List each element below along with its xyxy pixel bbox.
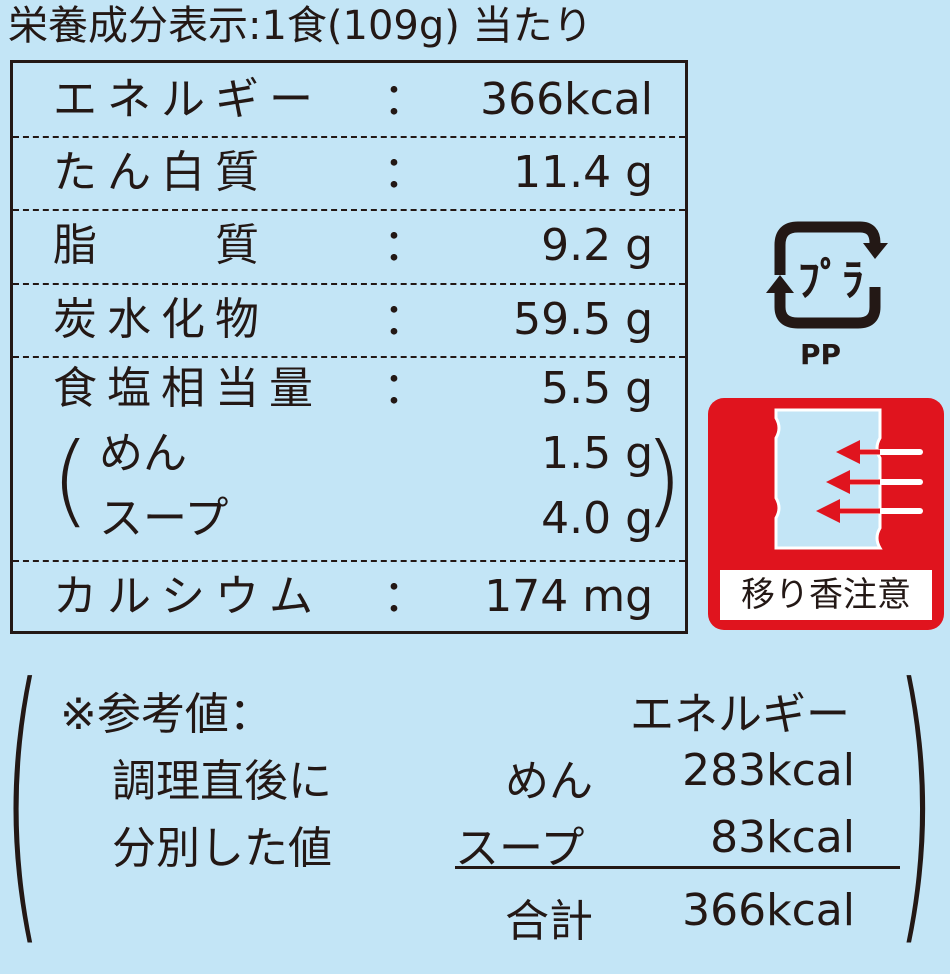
row-value: 9.2 g xyxy=(541,220,653,271)
colon: ： xyxy=(383,220,427,271)
row-carbohydrate: 炭水化物 ： 59.5 g xyxy=(13,283,685,358)
ref-close-paren: ) xyxy=(895,625,936,974)
colon: ： xyxy=(383,571,427,622)
row-energy: エネルギー ： 366kcal xyxy=(13,63,685,138)
recycle-label: PP xyxy=(800,338,842,371)
colon: ： xyxy=(383,74,427,125)
colon: ： xyxy=(383,294,427,345)
warning-label: 移り香注意 xyxy=(720,570,932,620)
ref-item-value: 83kcal xyxy=(710,812,855,863)
pla-recycle-icon: ﾌﾟﾗ xyxy=(766,221,888,329)
row-value: 174 mg xyxy=(484,571,653,622)
ref-note-1: ※参考値： xyxy=(60,689,273,740)
row-fat: 脂 質 ： 9.2 g xyxy=(13,209,685,285)
row-value: 366kcal xyxy=(480,74,653,125)
ref-open-paren: ( xyxy=(2,625,43,974)
row-protein: たん白質 ： 11.4 g xyxy=(13,136,685,211)
ref-note-3: 分別した値 xyxy=(112,823,332,874)
colon: ： xyxy=(383,147,427,198)
row-label: めん xyxy=(99,428,187,479)
row-label: たん白質 xyxy=(53,147,269,198)
svg-text:ﾌﾟﾗ: ﾌﾟﾗ xyxy=(798,255,864,306)
row-calcium: カルシウム ： 174 mg xyxy=(13,562,685,631)
close-paren: ) xyxy=(643,421,683,538)
ref-item-label: スープ xyxy=(455,823,585,874)
row-label: 炭水化物 xyxy=(53,294,269,345)
nutrition-table: エネルギー ： 366kcal たん白質 ： 11.4 g 脂 質 ： 9.2 … xyxy=(10,60,688,634)
row-value: 59.5 g xyxy=(513,294,653,345)
row-value: 4.0 g xyxy=(541,493,653,544)
ref-total-value: 366kcal xyxy=(682,885,855,936)
colon: ： xyxy=(383,363,427,414)
package-arrows-icon xyxy=(774,408,923,550)
row-salt: 食塩相当量 ： 5.5 g ( ) めん 1.5 g スープ 4.0 g xyxy=(13,356,685,562)
row-value: 1.5 g xyxy=(541,428,653,479)
row-label: カルシウム xyxy=(53,571,323,622)
row-label: 脂 質 xyxy=(53,220,269,271)
ref-note-2: 調理直後に xyxy=(112,756,332,807)
ref-item-label: めん xyxy=(505,756,593,807)
nutrition-title: 栄養成分表示:1食(109g) 当たり xyxy=(8,3,593,49)
row-label: エネルギー xyxy=(53,74,323,125)
ref-total-label: 合計 xyxy=(505,896,593,947)
row-value: 5.5 g xyxy=(541,363,653,414)
row-value: 11.4 g xyxy=(513,147,653,198)
ref-divider xyxy=(455,866,900,869)
row-label: スープ xyxy=(99,493,229,544)
ref-header: エネルギー xyxy=(630,689,850,740)
aroma-transfer-warning-icon: 移り香注意 xyxy=(708,398,944,630)
open-paren: ( xyxy=(51,421,91,538)
ref-item-value: 283kcal xyxy=(682,745,855,796)
row-label: 食塩相当量 xyxy=(53,363,323,414)
